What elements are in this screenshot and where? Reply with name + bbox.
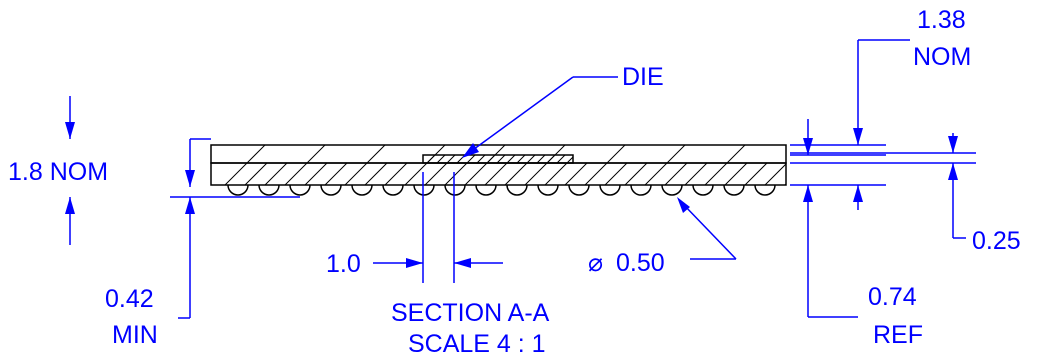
section-caption: SECTION A-A SCALE 4 : 1: [391, 299, 550, 358]
solder-ball: [228, 185, 248, 195]
dim-label-0-74-qual: REF: [873, 321, 923, 349]
solder-ball: [290, 185, 310, 195]
solder-ball: [724, 185, 744, 195]
solder-ball: [507, 185, 527, 195]
solder-ball: [693, 185, 713, 195]
dim-ball-diameter: ⌀ 0.50: [588, 197, 736, 277]
solder-ball: [414, 185, 434, 195]
die-label: DIE: [622, 63, 664, 91]
dim-label-ball-diameter: 0.50: [616, 249, 665, 277]
solder-ball: [631, 185, 651, 195]
dim-0-42-min: 0.42 MIN: [105, 197, 195, 349]
dim-label-1-38-qual: NOM: [913, 43, 971, 71]
die-hatch: [420, 150, 580, 170]
solder-ball: [662, 185, 682, 195]
dim-1-8-nom: 1.8 NOM: [8, 96, 300, 245]
substrate-hatch-top: [220, 140, 810, 190]
substrate: [211, 163, 786, 185]
dim-label-1-8-nom: 1.8 NOM: [8, 158, 108, 186]
solder-ball: [476, 185, 496, 195]
dim-label-0-25: 0.25: [972, 227, 1021, 255]
die-callout: DIE: [462, 63, 664, 158]
solder-ball: [445, 185, 465, 195]
dim-0-25: 0.25: [790, 133, 1021, 255]
section-scale: SCALE 4 : 1: [408, 330, 546, 358]
solder-ball: [600, 185, 620, 195]
solder-ball: [383, 185, 403, 195]
solder-ball: [538, 185, 558, 195]
dim-label-pitch: 1.0: [326, 250, 361, 278]
diameter-symbol: ⌀: [588, 249, 603, 277]
solder-ball: [569, 185, 589, 195]
substrate-hatch-bottom: [210, 160, 810, 200]
solder-balls: [228, 185, 775, 195]
solder-ball: [352, 185, 372, 195]
mold-cap: [211, 145, 786, 163]
dim-label-0-42-value: 0.42: [105, 285, 154, 313]
package-body: [210, 140, 810, 200]
solder-ball: [755, 185, 775, 195]
section-title: SECTION A-A: [391, 299, 550, 327]
dim-label-1-38-value: 1.38: [917, 6, 966, 34]
solder-ball: [259, 185, 279, 195]
dim-1-38-nom: 1.38 NOM: [790, 6, 971, 210]
solder-ball: [321, 185, 341, 195]
dim-label-0-42-qual: MIN: [112, 321, 158, 349]
dim-label-0-74-value: 0.74: [868, 283, 917, 311]
